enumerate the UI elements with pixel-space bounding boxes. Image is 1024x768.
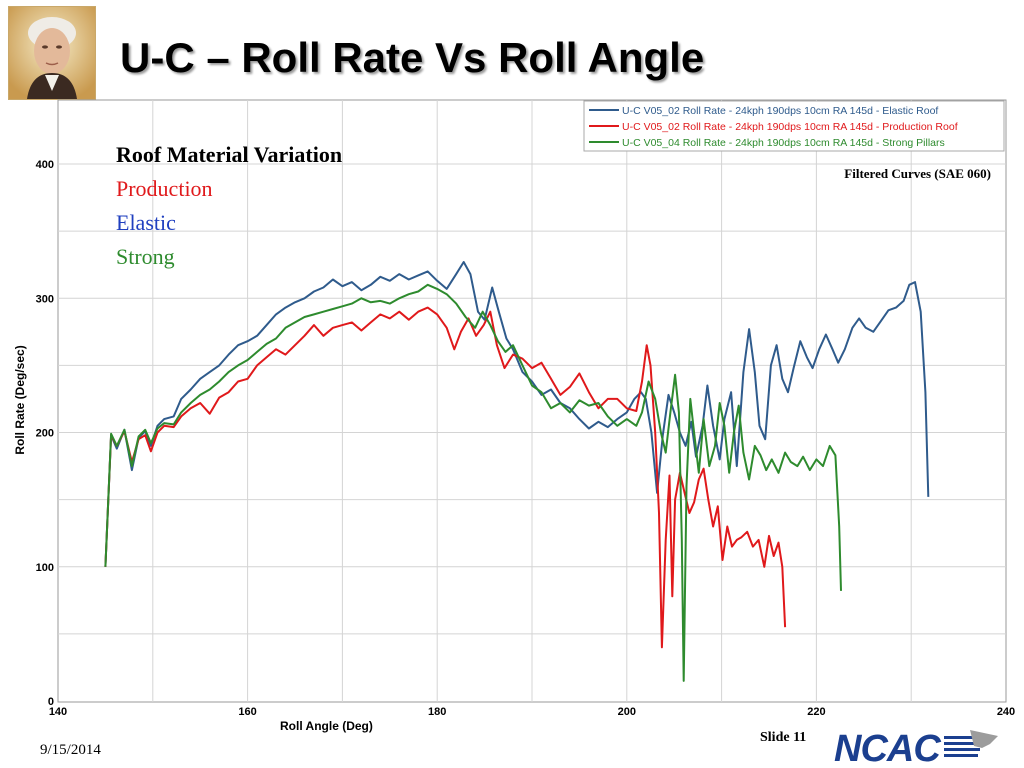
flag-icon xyxy=(944,730,998,757)
slide-date: 9/15/2014 xyxy=(40,742,101,758)
portrait-image xyxy=(8,6,96,100)
y-tick-label: 400 xyxy=(36,159,54,171)
y-tick-label: 200 xyxy=(36,428,54,440)
x-axis-label: Roll Angle (Deg) xyxy=(280,719,373,733)
annotation-heading: Roof Material Variation xyxy=(116,142,342,167)
series-production-roof xyxy=(104,306,787,649)
x-tick-label: 240 xyxy=(997,706,1015,718)
annotation-elastic: Elastic xyxy=(116,210,176,235)
y-axis-label: Roll Rate (Deg/sec) xyxy=(13,345,27,454)
x-tick-label: 140 xyxy=(49,706,67,718)
annotation-production: Production xyxy=(116,176,213,201)
legend-entry-production: U-C V05_02 Roll Rate - 24kph 190dps 10cm… xyxy=(622,121,958,133)
annotation-filter-note: Filtered Curves (SAE 060) xyxy=(844,166,991,181)
legend-entry-elastic: U-C V05_02 Roll Rate - 24kph 190dps 10cm… xyxy=(622,105,938,117)
x-tick-label: 220 xyxy=(807,706,825,718)
y-tick-label: 100 xyxy=(36,562,54,574)
legend-entry-strong: U-C V05_04 Roll Rate - 24kph 190dps 10cm… xyxy=(622,137,945,149)
legend-box xyxy=(583,100,1005,152)
x-tick-label: 200 xyxy=(618,706,636,718)
ncac-logo: NCAC xyxy=(832,728,1000,766)
series-strong-pillars xyxy=(104,283,842,682)
series-elastic-roof xyxy=(104,261,930,567)
slide-number: Slide 11 xyxy=(760,730,807,745)
axis-ticks: 140 160 180 200 220 240 0 100 200 300 400 xyxy=(36,159,1016,718)
grid-lines xyxy=(58,100,1006,702)
y-tick-label: 300 xyxy=(36,293,54,305)
legend: U-C V05_02 Roll Rate - 24kph 190dps 10cm… xyxy=(583,100,1005,152)
annotation-strong: Strong xyxy=(116,244,175,269)
x-tick-label: 160 xyxy=(238,706,256,718)
portrait-icon xyxy=(9,7,95,99)
y-tick-label: 0 xyxy=(48,696,54,708)
slide-title: U-C – Roll Rate Vs Roll Angle xyxy=(120,34,705,81)
x-tick-label: 180 xyxy=(428,706,446,718)
series-lines xyxy=(104,261,930,682)
logo-text: NCAC xyxy=(834,728,941,766)
